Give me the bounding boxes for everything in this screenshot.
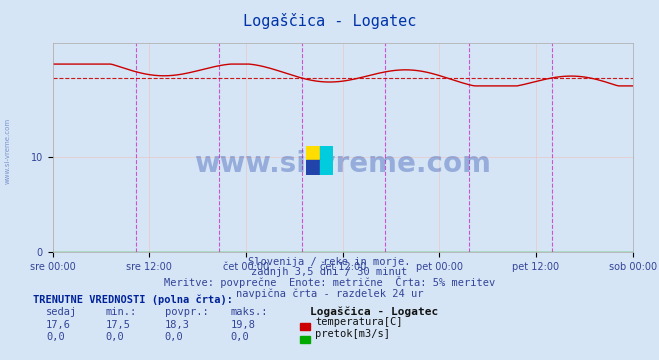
Bar [306, 160, 320, 175]
Text: www.si-vreme.com: www.si-vreme.com [5, 118, 11, 184]
Bar [306, 146, 320, 160]
Text: 0,0: 0,0 [105, 332, 124, 342]
Text: sedaj: sedaj [46, 307, 77, 317]
Text: temperatura[C]: temperatura[C] [315, 317, 403, 327]
Text: Meritve: povprečne  Enote: metrične  Črta: 5% meritev: Meritve: povprečne Enote: metrične Črta:… [164, 276, 495, 288]
Text: 0,0: 0,0 [165, 332, 183, 342]
Text: pretok[m3/s]: pretok[m3/s] [315, 329, 390, 339]
Text: navpična črta - razdelek 24 ur: navpična črta - razdelek 24 ur [236, 288, 423, 299]
Text: min.:: min.: [105, 307, 136, 317]
Text: 18,3: 18,3 [165, 320, 190, 330]
Text: TRENUTNE VREDNOSTI (polna črta):: TRENUTNE VREDNOSTI (polna črta): [33, 294, 233, 305]
Text: 0,0: 0,0 [46, 332, 65, 342]
Text: zadnjh 3,5 dni / 30 minut: zadnjh 3,5 dni / 30 minut [251, 267, 408, 278]
Bar [320, 146, 333, 160]
Text: Logaščica - Logatec: Logaščica - Logatec [243, 13, 416, 29]
Bar [320, 160, 333, 175]
Text: 17,5: 17,5 [105, 320, 130, 330]
Text: Slovenija / reke in morje.: Slovenija / reke in morje. [248, 257, 411, 267]
Text: Logaščica - Logatec: Logaščica - Logatec [310, 306, 438, 317]
Text: 19,8: 19,8 [231, 320, 256, 330]
Text: www.si-vreme.com: www.si-vreme.com [194, 150, 491, 178]
Text: maks.:: maks.: [231, 307, 268, 317]
Text: povpr.:: povpr.: [165, 307, 208, 317]
Text: 17,6: 17,6 [46, 320, 71, 330]
Text: 0,0: 0,0 [231, 332, 249, 342]
